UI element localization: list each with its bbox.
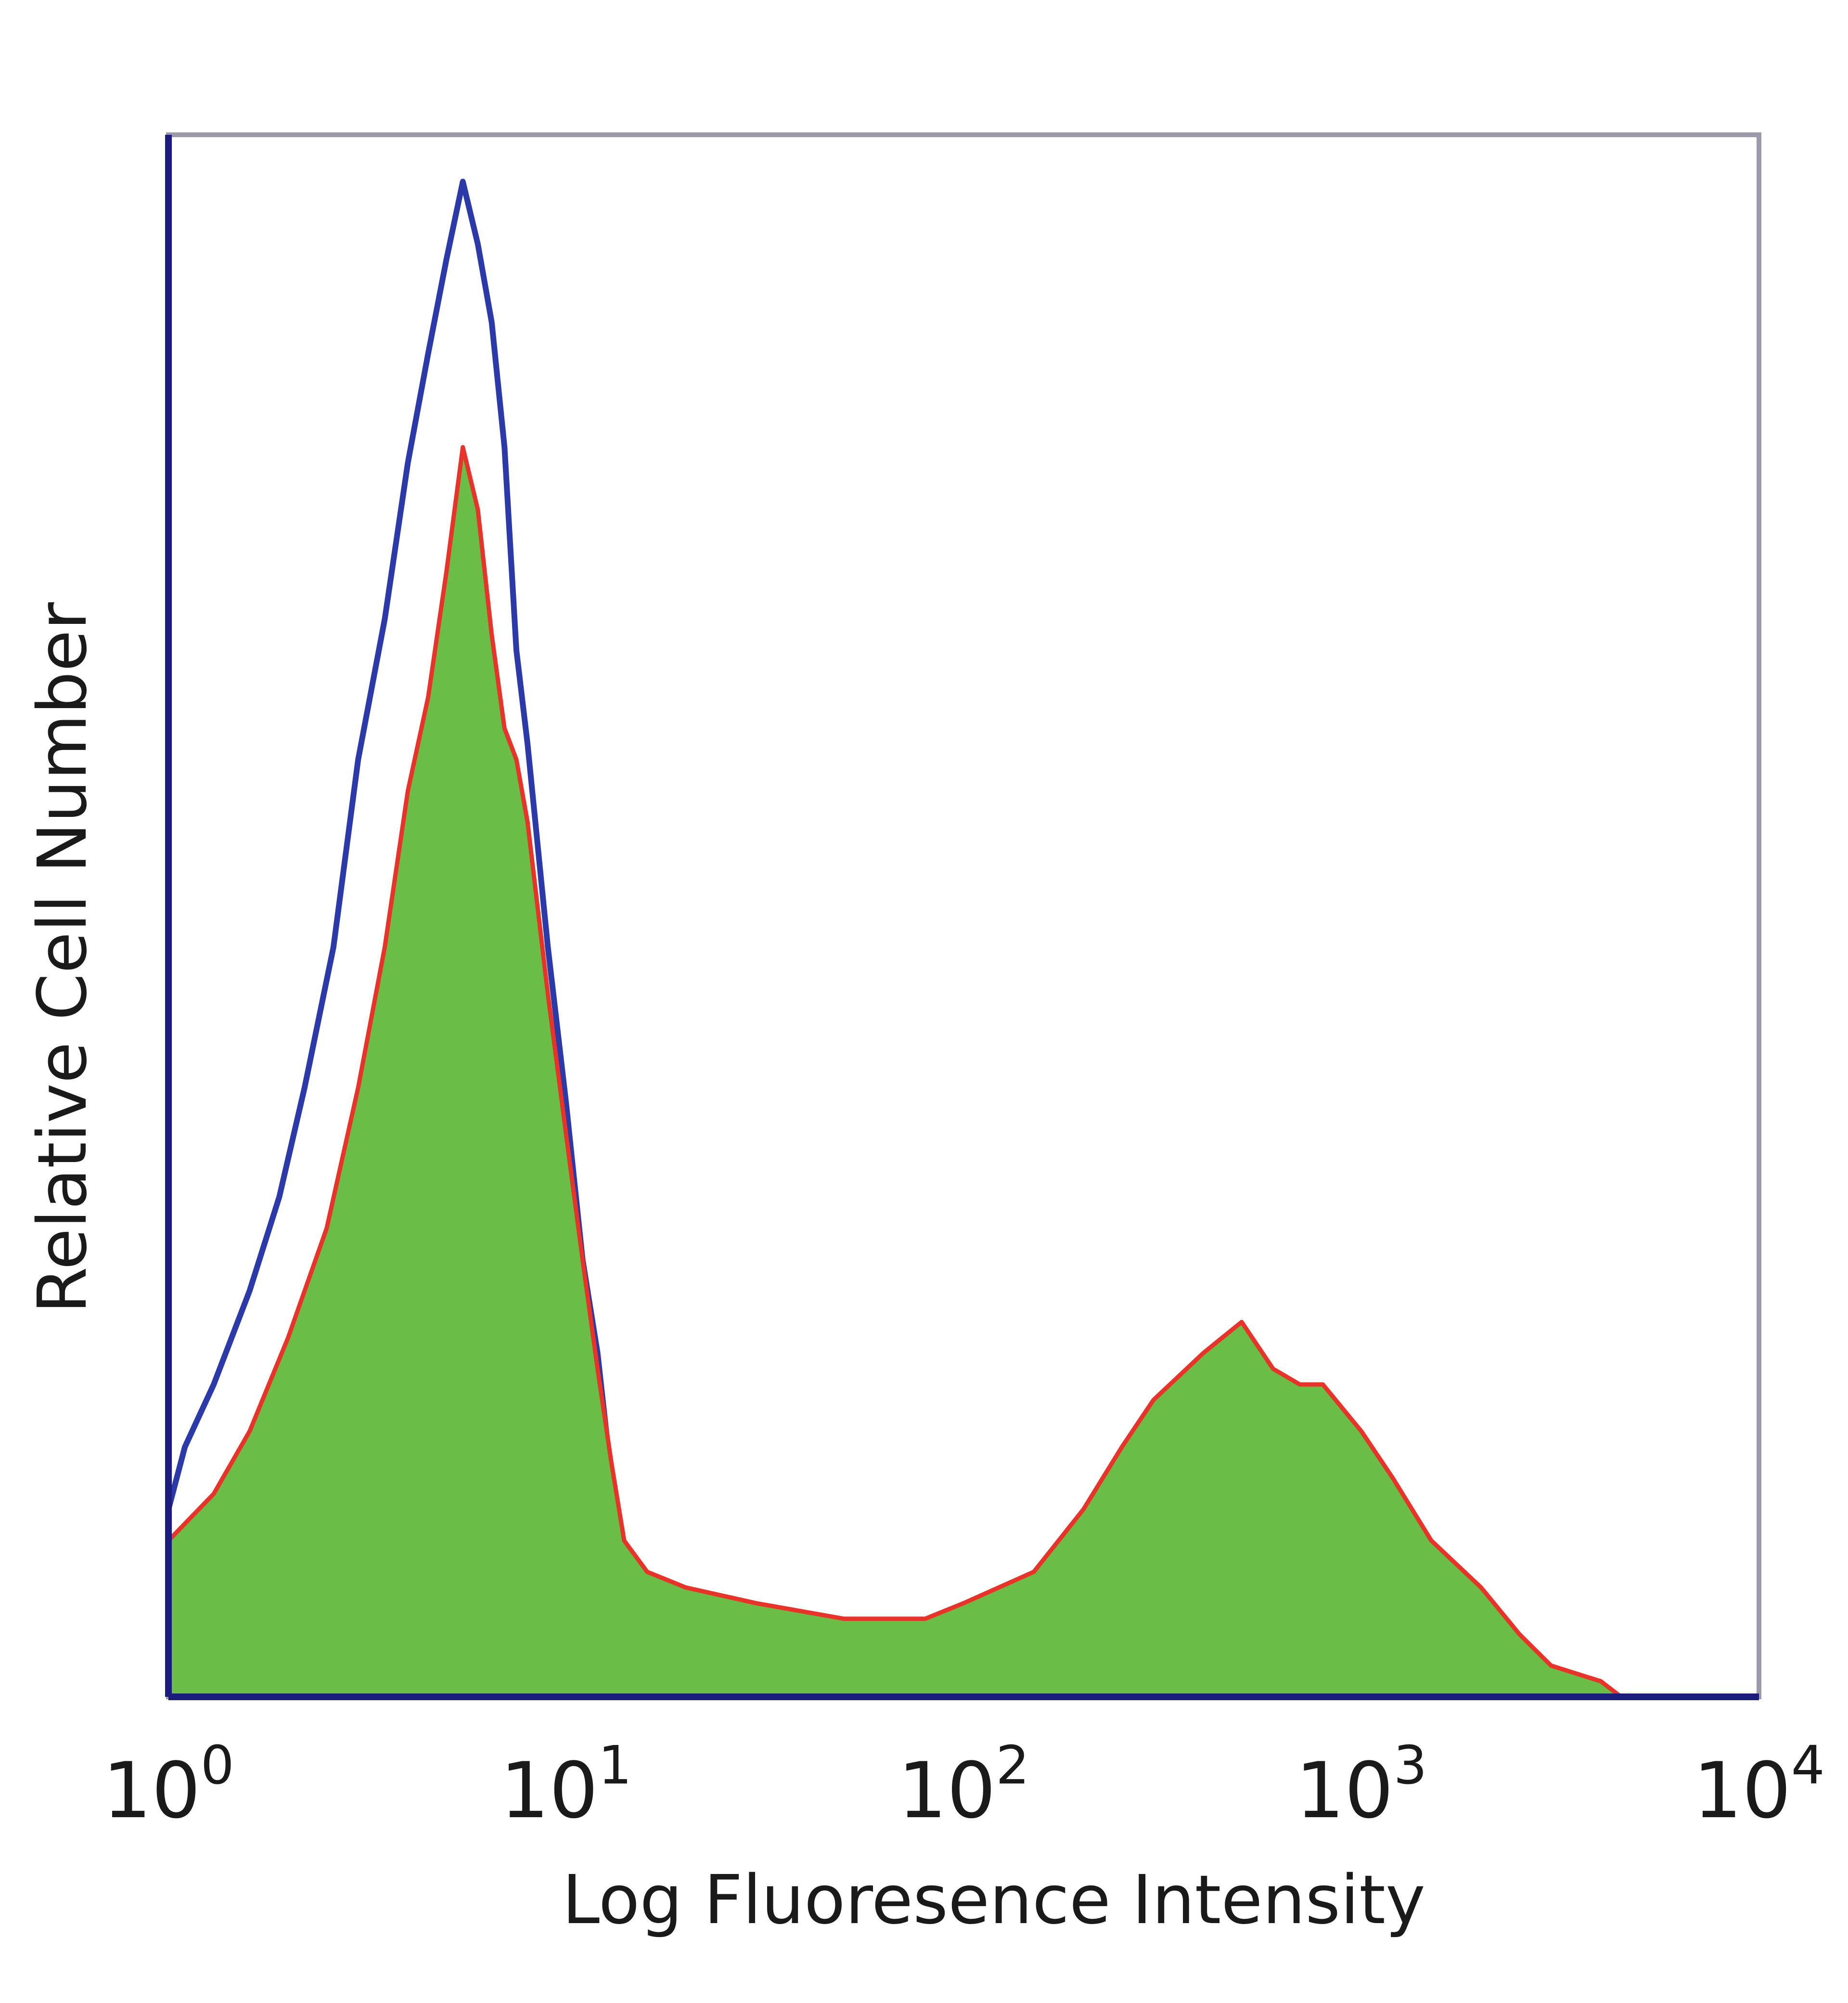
x-tick-exponent: 3 bbox=[1394, 1734, 1427, 1796]
x-tick-exponent: 2 bbox=[996, 1734, 1029, 1796]
x-tick-exponent: 1 bbox=[598, 1734, 632, 1796]
x-tick-label-2: 102 bbox=[898, 1734, 1030, 1835]
x-tick-base: 10 bbox=[1693, 1745, 1791, 1835]
series-1-edge-line bbox=[167, 445, 1623, 1699]
x-tick-label-3: 103 bbox=[1296, 1734, 1427, 1835]
x-axis-title: Log Fluoresence Intensity bbox=[562, 1861, 1425, 1939]
y-axis-title: Relative Cell Number bbox=[24, 602, 102, 1314]
plot-layer bbox=[166, 179, 1623, 1700]
x-tick-label-0: 100 bbox=[103, 1734, 234, 1835]
x-tick-label-4: 104 bbox=[1693, 1734, 1825, 1835]
x-tick-base: 10 bbox=[103, 1745, 201, 1835]
x-tick-base: 10 bbox=[1296, 1745, 1394, 1835]
x-tick-labels: 100 101 102 103 104 bbox=[103, 1734, 1825, 1835]
x-tick-label-1: 101 bbox=[500, 1734, 632, 1835]
x-tick-base: 10 bbox=[898, 1745, 996, 1835]
x-tick-exponent: 0 bbox=[201, 1734, 234, 1796]
x-tick-exponent: 4 bbox=[1791, 1734, 1825, 1796]
x-tick-base: 10 bbox=[500, 1745, 598, 1835]
series-1-area bbox=[168, 447, 1621, 1697]
